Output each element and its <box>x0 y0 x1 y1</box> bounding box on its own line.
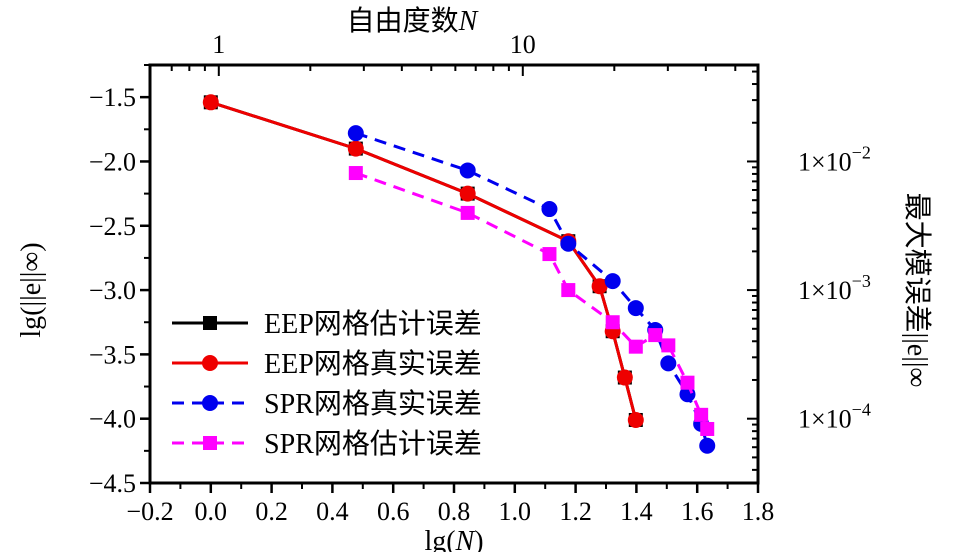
legend-label: EEP网格估计误差 <box>264 308 482 340</box>
right-tick-label: 1×10−3 <box>798 271 871 305</box>
data-point <box>661 338 676 353</box>
data-point <box>648 328 663 343</box>
data-point <box>660 355 677 372</box>
x-tick-label: 0.2 <box>255 497 288 526</box>
data-point <box>347 125 364 142</box>
data-point <box>694 407 709 422</box>
legend-label: SPR网格真实误差 <box>264 388 482 420</box>
legend-marker <box>202 355 218 371</box>
data-point <box>616 369 633 386</box>
y-tick-label: −2.0 <box>89 147 136 176</box>
x-tick-label: 0.0 <box>195 497 228 526</box>
data-point <box>542 247 557 262</box>
y-tick-label: −2.5 <box>89 212 136 241</box>
legend-item: SPR网格估计误差 <box>172 428 482 460</box>
legend-item: EEP网格估计误差 <box>172 308 482 340</box>
top-tick-label: 10 <box>510 30 536 59</box>
x-tick-label: −0.2 <box>126 497 173 526</box>
legend-item: EEP网格真实误差 <box>172 348 482 380</box>
right-axis-title: 最大模误差||e||∞ <box>901 193 933 388</box>
data-point <box>680 375 695 390</box>
legend-marker <box>202 395 218 411</box>
data-point <box>348 166 363 181</box>
data-point <box>202 94 219 111</box>
legend-item: SPR网格真实误差 <box>172 388 482 420</box>
data-point <box>700 421 715 436</box>
plot-frame <box>148 63 760 485</box>
x-axis-title: lg(N) <box>424 526 483 552</box>
data-point <box>604 273 621 290</box>
data-point <box>560 235 577 252</box>
x-tick-label: 1.8 <box>742 497 775 526</box>
x-tick-label: 1.4 <box>620 497 653 526</box>
legend-marker <box>203 436 217 450</box>
y-tick-label: −4.0 <box>89 405 136 434</box>
legend: EEP网格估计误差 EEP网格真实误差 SPR网格真实误差 SPR网格估计误差 <box>172 308 482 460</box>
data-point <box>561 283 576 298</box>
x-tick-label: 1.6 <box>681 497 714 526</box>
legend-label: SPR网格估计误差 <box>264 428 482 460</box>
axes-layer: −0.2 0.0 0.2 0.4 0.6 0.8 1.0 1.2 1.4 1.6 1.8 −1.5 −2… <box>89 30 871 526</box>
series-3 <box>348 166 715 436</box>
y-tick-label: −3.0 <box>89 276 136 305</box>
right-tick-label: 1×10−2 <box>798 142 871 176</box>
data-point <box>627 411 644 428</box>
y-tick-label: −3.5 <box>89 340 136 369</box>
x-tick-label: 0.8 <box>438 497 471 526</box>
data-point <box>459 185 476 202</box>
series-layer <box>202 94 716 454</box>
top-tick-label: 1 <box>212 30 225 59</box>
data-point <box>699 437 716 454</box>
right-tick-label: 1×10−4 <box>798 400 871 434</box>
data-point <box>541 201 558 218</box>
data-point <box>460 205 475 220</box>
y-tick-label: −1.5 <box>89 83 136 112</box>
y-axis-title: lg(||e||∞) <box>16 242 47 337</box>
data-point <box>627 300 644 317</box>
data-point <box>591 278 608 295</box>
x-tick-label: 1.2 <box>559 497 592 526</box>
top-axis-title: 自由度数N <box>347 5 479 37</box>
data-point <box>459 162 476 179</box>
data-point <box>347 140 364 157</box>
x-tick-label: 0.6 <box>377 497 410 526</box>
x-tick-label: 0.4 <box>316 497 349 526</box>
data-point <box>605 315 620 330</box>
y-tick-label: −4.5 <box>89 469 136 498</box>
x-tick-label: 1.0 <box>499 497 532 526</box>
legend-marker <box>203 316 217 330</box>
data-point <box>628 339 643 354</box>
legend-label: EEP网格真实误差 <box>264 348 482 380</box>
